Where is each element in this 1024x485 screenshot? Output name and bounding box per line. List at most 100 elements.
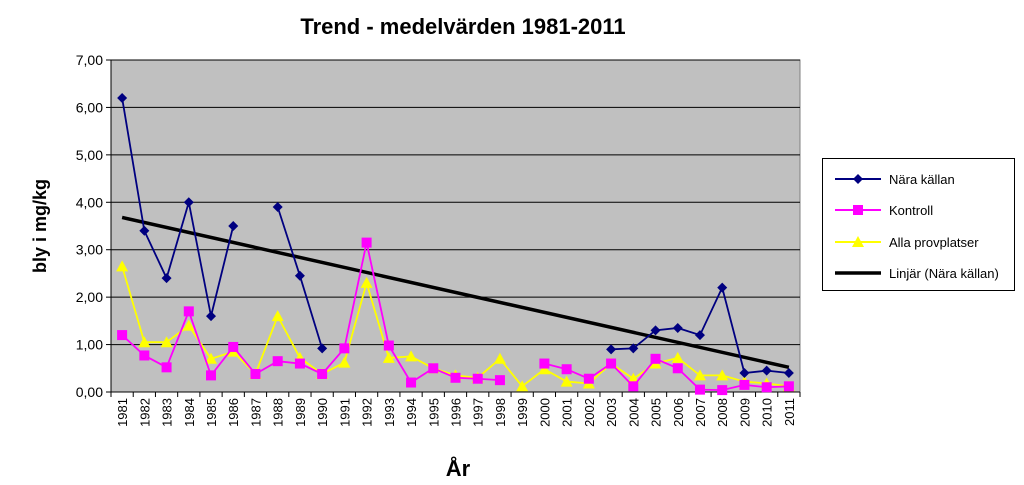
x-tick-label: 2008 (715, 398, 730, 427)
x-tick-label: 2001 (560, 398, 575, 427)
y-tick-label: 4,00 (76, 194, 103, 210)
chart-title: Trend - medelvärden 1981-2011 (300, 14, 625, 39)
legend-item-alla-provplatser: Alla provplatser (835, 232, 979, 252)
data-point (183, 197, 194, 208)
data-point (250, 368, 261, 379)
data-point (693, 369, 706, 381)
x-tick-label: 2005 (649, 398, 664, 427)
series-layer (116, 92, 795, 396)
data-point (182, 319, 195, 331)
x-tick-label: 1998 (493, 398, 508, 427)
series-1 (117, 237, 794, 396)
y-tick-label: 2,00 (76, 289, 103, 305)
data-point (672, 363, 683, 374)
data-point (117, 92, 128, 103)
x-tick-label: 1987 (248, 398, 263, 427)
data-point (294, 270, 305, 281)
gridlines (111, 59, 800, 393)
data-point (739, 379, 750, 390)
x-tick-label: 1988 (271, 398, 286, 427)
data-point (694, 330, 705, 341)
data-point (206, 370, 217, 381)
y-tick-label: 0,00 (76, 384, 103, 400)
data-point (406, 377, 417, 388)
x-tick-label: 1991 (337, 398, 352, 427)
x-tick-label: 2007 (693, 398, 708, 427)
data-point (317, 343, 328, 354)
x-tick-label: 2003 (604, 398, 619, 427)
data-point (450, 372, 461, 383)
x-tick-label: 1995 (426, 398, 441, 427)
legend-symbol-alla-provplatser (835, 236, 881, 247)
x-tick-label: 2010 (760, 398, 775, 427)
data-point (672, 322, 683, 333)
x-tick-label: 1981 (115, 398, 130, 427)
x-tick-label: 1986 (226, 398, 241, 427)
legend-label-alla-provplatser: Alla provplatser (889, 234, 979, 250)
data-point (206, 311, 217, 322)
data-point (116, 260, 129, 272)
data-point (428, 363, 439, 374)
data-point (516, 380, 529, 392)
y-tick-label: 3,00 (76, 242, 103, 258)
data-point (339, 343, 350, 354)
data-point (538, 363, 551, 375)
data-point (139, 225, 150, 236)
data-point (627, 372, 640, 384)
x-tick-label: 1994 (404, 398, 419, 427)
legend-symbol-kontroll (835, 205, 881, 215)
x-axis-ticks: 1981 1982 1983 1984 1985 1986 1987 1988 1989 1990… (110, 391, 801, 427)
series-0 (117, 92, 794, 379)
data-point (382, 351, 395, 363)
x-tick-label: 1983 (160, 398, 175, 427)
y-tick-label: 1,00 (76, 337, 103, 353)
legend-symbol-linjar (835, 271, 881, 275)
data-point (271, 310, 284, 322)
trend-line (121, 215, 790, 370)
plot-area (110, 59, 801, 393)
data-point (405, 350, 418, 362)
x-tick-label: 2006 (671, 398, 686, 427)
x-tick-label: 1984 (182, 398, 197, 427)
legend-label-nara-kallan: Nära källan (889, 171, 955, 187)
data-point (694, 384, 705, 395)
data-point (606, 358, 617, 369)
data-point (228, 341, 239, 352)
y-tick-label: 5,00 (76, 147, 103, 163)
data-point (583, 373, 594, 384)
data-point (783, 381, 794, 392)
x-tick-label: 1990 (315, 398, 330, 427)
x-tick-label: 1997 (471, 398, 486, 427)
data-point (183, 306, 194, 317)
x-tick-label: 2009 (737, 398, 752, 427)
data-point (228, 221, 239, 231)
x-tick-label: 2002 (582, 398, 597, 427)
y-axis-ticks: 0,00 1,00 2,00 3,00 4,00 5,00 6,00 7,00 (76, 52, 112, 400)
legend: Nära källan Kontroll Alla provplatser Li… (822, 158, 1015, 291)
x-tick-label: 1982 (137, 398, 152, 427)
series-line (121, 97, 235, 317)
data-point (361, 237, 372, 248)
x-tick-label: 1999 (515, 398, 530, 427)
data-point (650, 353, 661, 364)
data-point (294, 358, 305, 369)
legend-symbol-nara-kallan (835, 174, 881, 184)
x-tick-label: 2011 (782, 398, 797, 426)
y-tick-label: 7,00 (76, 52, 103, 68)
data-point (761, 382, 772, 393)
data-point (360, 276, 373, 288)
data-point (272, 356, 283, 367)
data-point (317, 368, 328, 379)
y-tick-label: 6,00 (76, 99, 103, 115)
data-point (671, 351, 684, 363)
data-point (650, 325, 661, 336)
data-point (272, 202, 283, 213)
data-point (717, 385, 728, 396)
data-point (717, 282, 728, 293)
data-point (161, 273, 172, 284)
data-point (139, 350, 150, 361)
data-point (493, 352, 506, 364)
x-tick-label: 2000 (537, 398, 552, 427)
data-point (539, 358, 550, 369)
